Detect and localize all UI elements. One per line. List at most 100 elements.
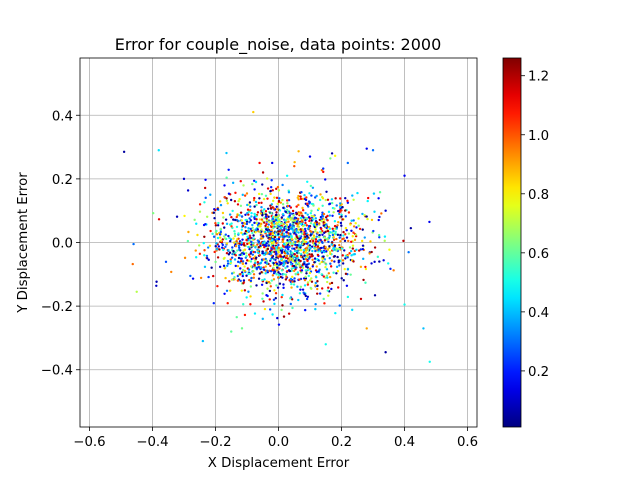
scatter-point xyxy=(287,198,291,202)
scatter-point xyxy=(352,198,355,201)
scatter-point xyxy=(132,242,135,246)
scatter-point xyxy=(317,207,321,210)
scatter-point xyxy=(256,260,260,264)
scatter-point xyxy=(383,239,386,243)
scatter-point xyxy=(321,233,324,237)
scatter-point xyxy=(219,230,223,234)
scatter-point xyxy=(377,197,380,200)
scatter-point xyxy=(276,208,279,211)
scatter-point xyxy=(240,243,243,246)
scatter-point xyxy=(296,225,299,228)
scatter-point xyxy=(332,238,336,242)
scatter-point xyxy=(252,110,255,114)
scatter-point xyxy=(226,202,229,205)
scatter-point xyxy=(299,197,303,201)
scatter-point xyxy=(317,235,321,239)
scatter-point xyxy=(326,237,329,240)
scatter-point xyxy=(257,230,260,233)
scatter-point xyxy=(255,284,258,287)
scatter-point xyxy=(292,269,296,273)
scatter-point xyxy=(187,230,190,234)
scatter-point xyxy=(271,215,275,219)
scatter-point xyxy=(303,227,307,231)
scatter-point xyxy=(122,150,126,154)
scatter-point xyxy=(269,204,272,207)
scatter-point xyxy=(280,249,283,253)
scatter-point xyxy=(257,201,261,205)
scatter-point xyxy=(286,257,290,260)
scatter-point xyxy=(284,273,288,276)
scatter-point xyxy=(289,232,292,236)
scatter-point xyxy=(352,225,356,228)
scatter-point xyxy=(227,168,230,171)
scatter-point xyxy=(247,226,250,230)
scatter-point xyxy=(225,199,229,203)
scatter-point xyxy=(248,217,251,220)
scatter-point xyxy=(257,277,261,280)
scatter-point xyxy=(330,152,334,155)
scatter-point xyxy=(294,237,298,241)
scatter-point xyxy=(239,259,243,263)
scatter-point xyxy=(372,192,376,195)
scatter-point xyxy=(299,249,303,252)
x-axis-label: X Displacement Error xyxy=(208,456,350,471)
scatter-point xyxy=(271,268,274,272)
scatter-point xyxy=(289,253,292,256)
scatter-point xyxy=(366,199,369,203)
scatter-point xyxy=(315,276,318,279)
scatter-point xyxy=(197,244,201,247)
scatter-point xyxy=(243,232,247,235)
scatter-point xyxy=(310,280,314,283)
scatter-point xyxy=(333,220,337,223)
scatter-point xyxy=(267,280,271,284)
scatter-point xyxy=(340,277,343,280)
scatter-point xyxy=(323,250,326,254)
scatter-point xyxy=(287,225,290,229)
scatter-point xyxy=(242,282,245,285)
scatter-point xyxy=(302,237,305,240)
scatter-point xyxy=(203,254,206,257)
scatter-point xyxy=(319,231,323,234)
scatter-point xyxy=(322,255,325,258)
scatter-point xyxy=(233,200,237,203)
scatter-point xyxy=(326,248,330,251)
scatter-point xyxy=(338,304,341,307)
scatter-point xyxy=(250,276,253,280)
scatter-point xyxy=(280,269,284,272)
scatter-point xyxy=(236,213,239,217)
scatter-point xyxy=(265,262,269,265)
scatter-point xyxy=(241,193,244,197)
scatter-point xyxy=(328,202,332,205)
scatter-point xyxy=(241,260,245,263)
scatter-point xyxy=(234,264,237,268)
scatter-point xyxy=(340,209,343,212)
scatter-point xyxy=(305,242,309,245)
scatter-point xyxy=(292,283,296,286)
scatter-point xyxy=(264,224,267,228)
scatter-point xyxy=(334,197,337,200)
scatter-point xyxy=(198,203,202,206)
scatter-point xyxy=(407,251,410,254)
scatter-point xyxy=(226,259,230,263)
scatter-point xyxy=(284,278,288,281)
scatter-point xyxy=(324,343,327,346)
scatter-point xyxy=(269,192,272,196)
scatter-point xyxy=(242,252,246,256)
scatter-point xyxy=(334,311,337,315)
scatter-point xyxy=(320,219,323,223)
scatter-point xyxy=(373,294,377,297)
scatter-point xyxy=(347,211,351,214)
scatter-point xyxy=(392,269,395,272)
scatter-point xyxy=(277,251,280,254)
scatter-point xyxy=(287,269,291,272)
scatter-point xyxy=(285,275,288,279)
scatter-point xyxy=(282,223,285,226)
scatter-point xyxy=(295,229,298,232)
scatter-point xyxy=(305,196,308,199)
scatter-point xyxy=(297,231,300,234)
scatter-point xyxy=(333,207,336,210)
scatter-point xyxy=(311,239,315,243)
scatter-point xyxy=(259,212,263,215)
scatter-point xyxy=(286,252,290,255)
scatter-point xyxy=(322,275,326,278)
